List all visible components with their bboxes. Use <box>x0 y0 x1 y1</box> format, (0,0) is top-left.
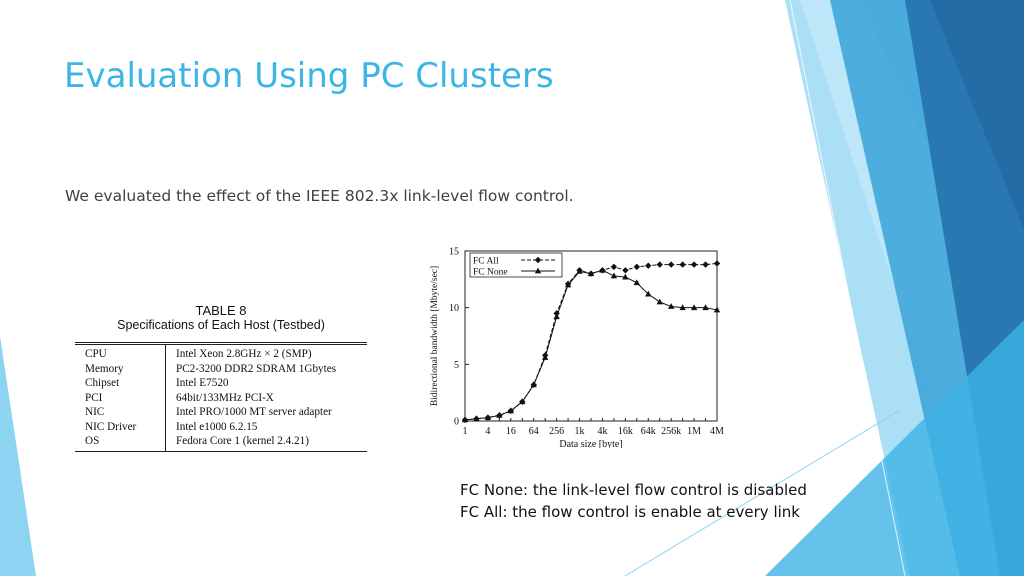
data-point-fc-none <box>519 398 526 405</box>
data-point-fc-all <box>713 260 721 267</box>
series-line-fc-all <box>464 262 718 421</box>
table-caption: TABLE 8 Specifications of Each Host (Tes… <box>75 303 367 333</box>
data-point-fc-none <box>473 415 480 422</box>
spec-value: Intel E7520 <box>176 377 229 389</box>
data-point-fc-all <box>690 261 698 268</box>
thin-diagonal-line <box>624 409 901 576</box>
data-point-fc-none <box>484 414 492 420</box>
spec-key: CPU <box>75 343 166 362</box>
data-point-fc-none <box>576 268 583 274</box>
data-point-fc-none <box>702 304 709 311</box>
x-tick-label: 64 <box>529 426 539 437</box>
data-point-fc-all <box>667 261 675 268</box>
x-tick-label: 1k <box>575 426 585 437</box>
legend-box <box>469 252 563 278</box>
y-tick-label: 5 <box>454 360 459 371</box>
right-top-facet <box>930 0 1024 230</box>
data-point-fc-all <box>622 267 629 274</box>
data-point-fc-none <box>599 266 606 273</box>
data-point-fc-none <box>587 270 595 277</box>
x-tick-label: 1M <box>687 426 701 437</box>
data-point-fc-none <box>610 272 618 279</box>
y-axis-label: Bidirectional bandwidth [Mbyte/sec] <box>430 266 440 406</box>
spec-key: Memory <box>75 361 166 376</box>
note-fc-none: FC None: the link-level flow control is … <box>460 481 807 499</box>
x-tick-label: 16 <box>506 426 516 437</box>
table-caption-title: Specifications of Each Host (Testbed) <box>117 318 325 332</box>
data-point-fc-all <box>702 261 709 268</box>
data-point-fc-none <box>507 407 515 414</box>
spec-table-figure: TABLE 8 Specifications of Each Host (Tes… <box>75 303 367 452</box>
spec-table: CPU Intel Xeon 2.8GHz × 2 (SMP) Memory PC2-… <box>75 342 367 452</box>
x-tick-label: 64k <box>641 426 656 437</box>
data-point-fc-none <box>530 381 537 388</box>
data-point-fc-none <box>656 298 663 305</box>
table-row: Chipset Intel E7520 <box>75 376 367 391</box>
data-point-fc-none <box>564 281 572 288</box>
spec-key: OS <box>75 434 166 451</box>
x-axis-label: Data size [byte] <box>559 439 622 448</box>
data-point-fc-none <box>645 290 652 297</box>
table-row: CPU Intel Xeon 2.8GHz × 2 (SMP) <box>75 343 367 362</box>
series-line-fc-none <box>464 269 718 421</box>
data-point-fc-none <box>667 303 675 309</box>
data-point-fc-all <box>656 261 663 268</box>
table-row: PCI 64bit/133MHz PCI-X <box>75 390 367 405</box>
table-row: OS Fedora Core 1 (kernel 2.4.21) <box>75 434 367 451</box>
spec-value: Intel PRO/1000 MT server adapter <box>176 406 332 418</box>
table-row: Memory PC2-3200 DDR2 SDRAM 1Gbytes <box>75 361 367 376</box>
data-point-fc-none <box>633 279 641 286</box>
y-tick-label: 15 <box>449 247 459 258</box>
x-tick-label: 4k <box>597 426 607 437</box>
data-point-fc-none <box>461 416 469 423</box>
slide-body-text: We evaluated the effect of the IEEE 802.… <box>65 187 574 205</box>
data-point-fc-all <box>679 261 686 268</box>
data-point-fc-all <box>645 262 652 269</box>
legend-notes: FC None: the link-level flow control is … <box>460 479 807 523</box>
spec-value: PC2-3200 DDR2 SDRAM 1Gbytes <box>176 362 337 375</box>
spec-key: Chipset <box>75 376 166 391</box>
legend-entry: FC None <box>473 268 508 278</box>
data-point-fc-all <box>610 263 618 271</box>
right-bottom-facet <box>765 320 1024 576</box>
x-tick-label: 4M <box>710 426 724 437</box>
spec-value: 64bit/133MHz PCI-X <box>176 391 274 404</box>
data-point-fc-none <box>553 313 560 320</box>
data-point-fc-none <box>690 304 698 311</box>
table-row: NIC Intel PRO/1000 MT server adapter <box>75 405 367 420</box>
data-point-fc-all <box>633 263 641 271</box>
data-point-fc-none <box>679 304 686 311</box>
x-tick-label: 1 <box>463 426 468 437</box>
x-tick-label: 16k <box>618 426 633 437</box>
spec-value: Fedora Core 1 (kernel 2.4.21) <box>176 435 309 447</box>
x-tick-label: 256k <box>661 426 681 437</box>
spec-key: NIC <box>75 405 166 420</box>
y-tick-label: 0 <box>454 417 459 428</box>
data-point-fc-none <box>713 306 721 313</box>
spec-value: Intel e1000 6.2.15 <box>176 420 258 433</box>
legend-marker <box>534 256 542 264</box>
spec-value: Intel Xeon 2.8GHz × 2 (SMP) <box>176 348 312 360</box>
legend-marker <box>534 267 542 274</box>
legend-entry: FC All <box>473 257 499 267</box>
data-point-fc-none <box>541 354 549 360</box>
spec-key: PCI <box>75 390 166 405</box>
bandwidth-chart: 0 5 10 15 1 4 16 64 256 1k 4k 16k 64k 256k 1M 4M Data si… <box>430 247 724 449</box>
thin-accent-line <box>789 0 906 576</box>
spec-key: NIC Driver <box>75 419 166 434</box>
x-tick-label: 256 <box>549 426 564 437</box>
y-tick-label: 10 <box>449 303 459 314</box>
table-caption-label: TABLE 8 <box>195 303 247 318</box>
data-point-fc-none <box>622 273 629 280</box>
left-accent-shape <box>0 336 36 576</box>
slide-title: Evaluation Using PC Clusters <box>64 56 554 96</box>
note-fc-all: FC All: the flow control is enable at ev… <box>460 503 800 521</box>
data-point-fc-none <box>496 411 503 418</box>
table-row: NIC Driver Intel e1000 6.2.15 <box>75 419 367 434</box>
x-tick-label: 4 <box>485 426 490 437</box>
